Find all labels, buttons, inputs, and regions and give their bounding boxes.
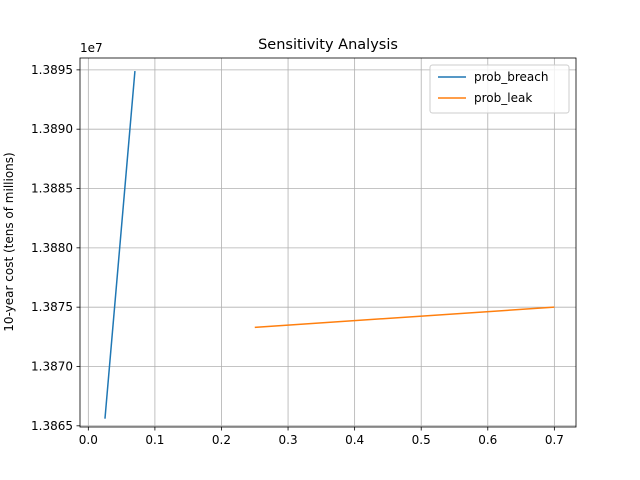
x-tick-label: 0.4	[345, 433, 364, 447]
x-tick-label: 0.7	[545, 433, 564, 447]
x-tick-label: 0.2	[212, 433, 231, 447]
x-tick-label: 0.5	[412, 433, 431, 447]
legend-label-prob-leak: prob_leak	[474, 91, 532, 105]
x-tick-label: 0.1	[145, 433, 164, 447]
y-axis-label: 10-year cost (tens of millions)	[2, 152, 16, 331]
y-tick-label: 1.3885	[31, 182, 73, 196]
x-tick-label: 0.6	[478, 433, 497, 447]
axes-frame	[79, 57, 577, 428]
legend-label-prob-breach: prob_breach	[474, 70, 548, 84]
y-tick-label: 1.3880	[31, 241, 73, 255]
y-offset-label: 1e7	[80, 41, 103, 55]
x-tick-label: 0.0	[79, 433, 98, 447]
series-line-prob-leak	[254, 306, 555, 329]
x-tick-label: 0.3	[279, 433, 298, 447]
series-line-prob-breach	[104, 70, 136, 419]
y-tick-label: 1.3870	[31, 359, 73, 373]
y-tick-label: 1.3895	[31, 63, 73, 77]
plot-area: 0.0 0.1 0.2 0.3 0.4 0.5 0.6 0.7 1.3865 1.3870 1.38…	[31, 57, 577, 447]
chart-title: Sensitivity Analysis	[258, 37, 398, 53]
y-tick-label: 1.3890	[31, 122, 73, 136]
y-tick-label: 1.3865	[31, 419, 73, 433]
y-tick-label: 1.3875	[31, 300, 73, 314]
